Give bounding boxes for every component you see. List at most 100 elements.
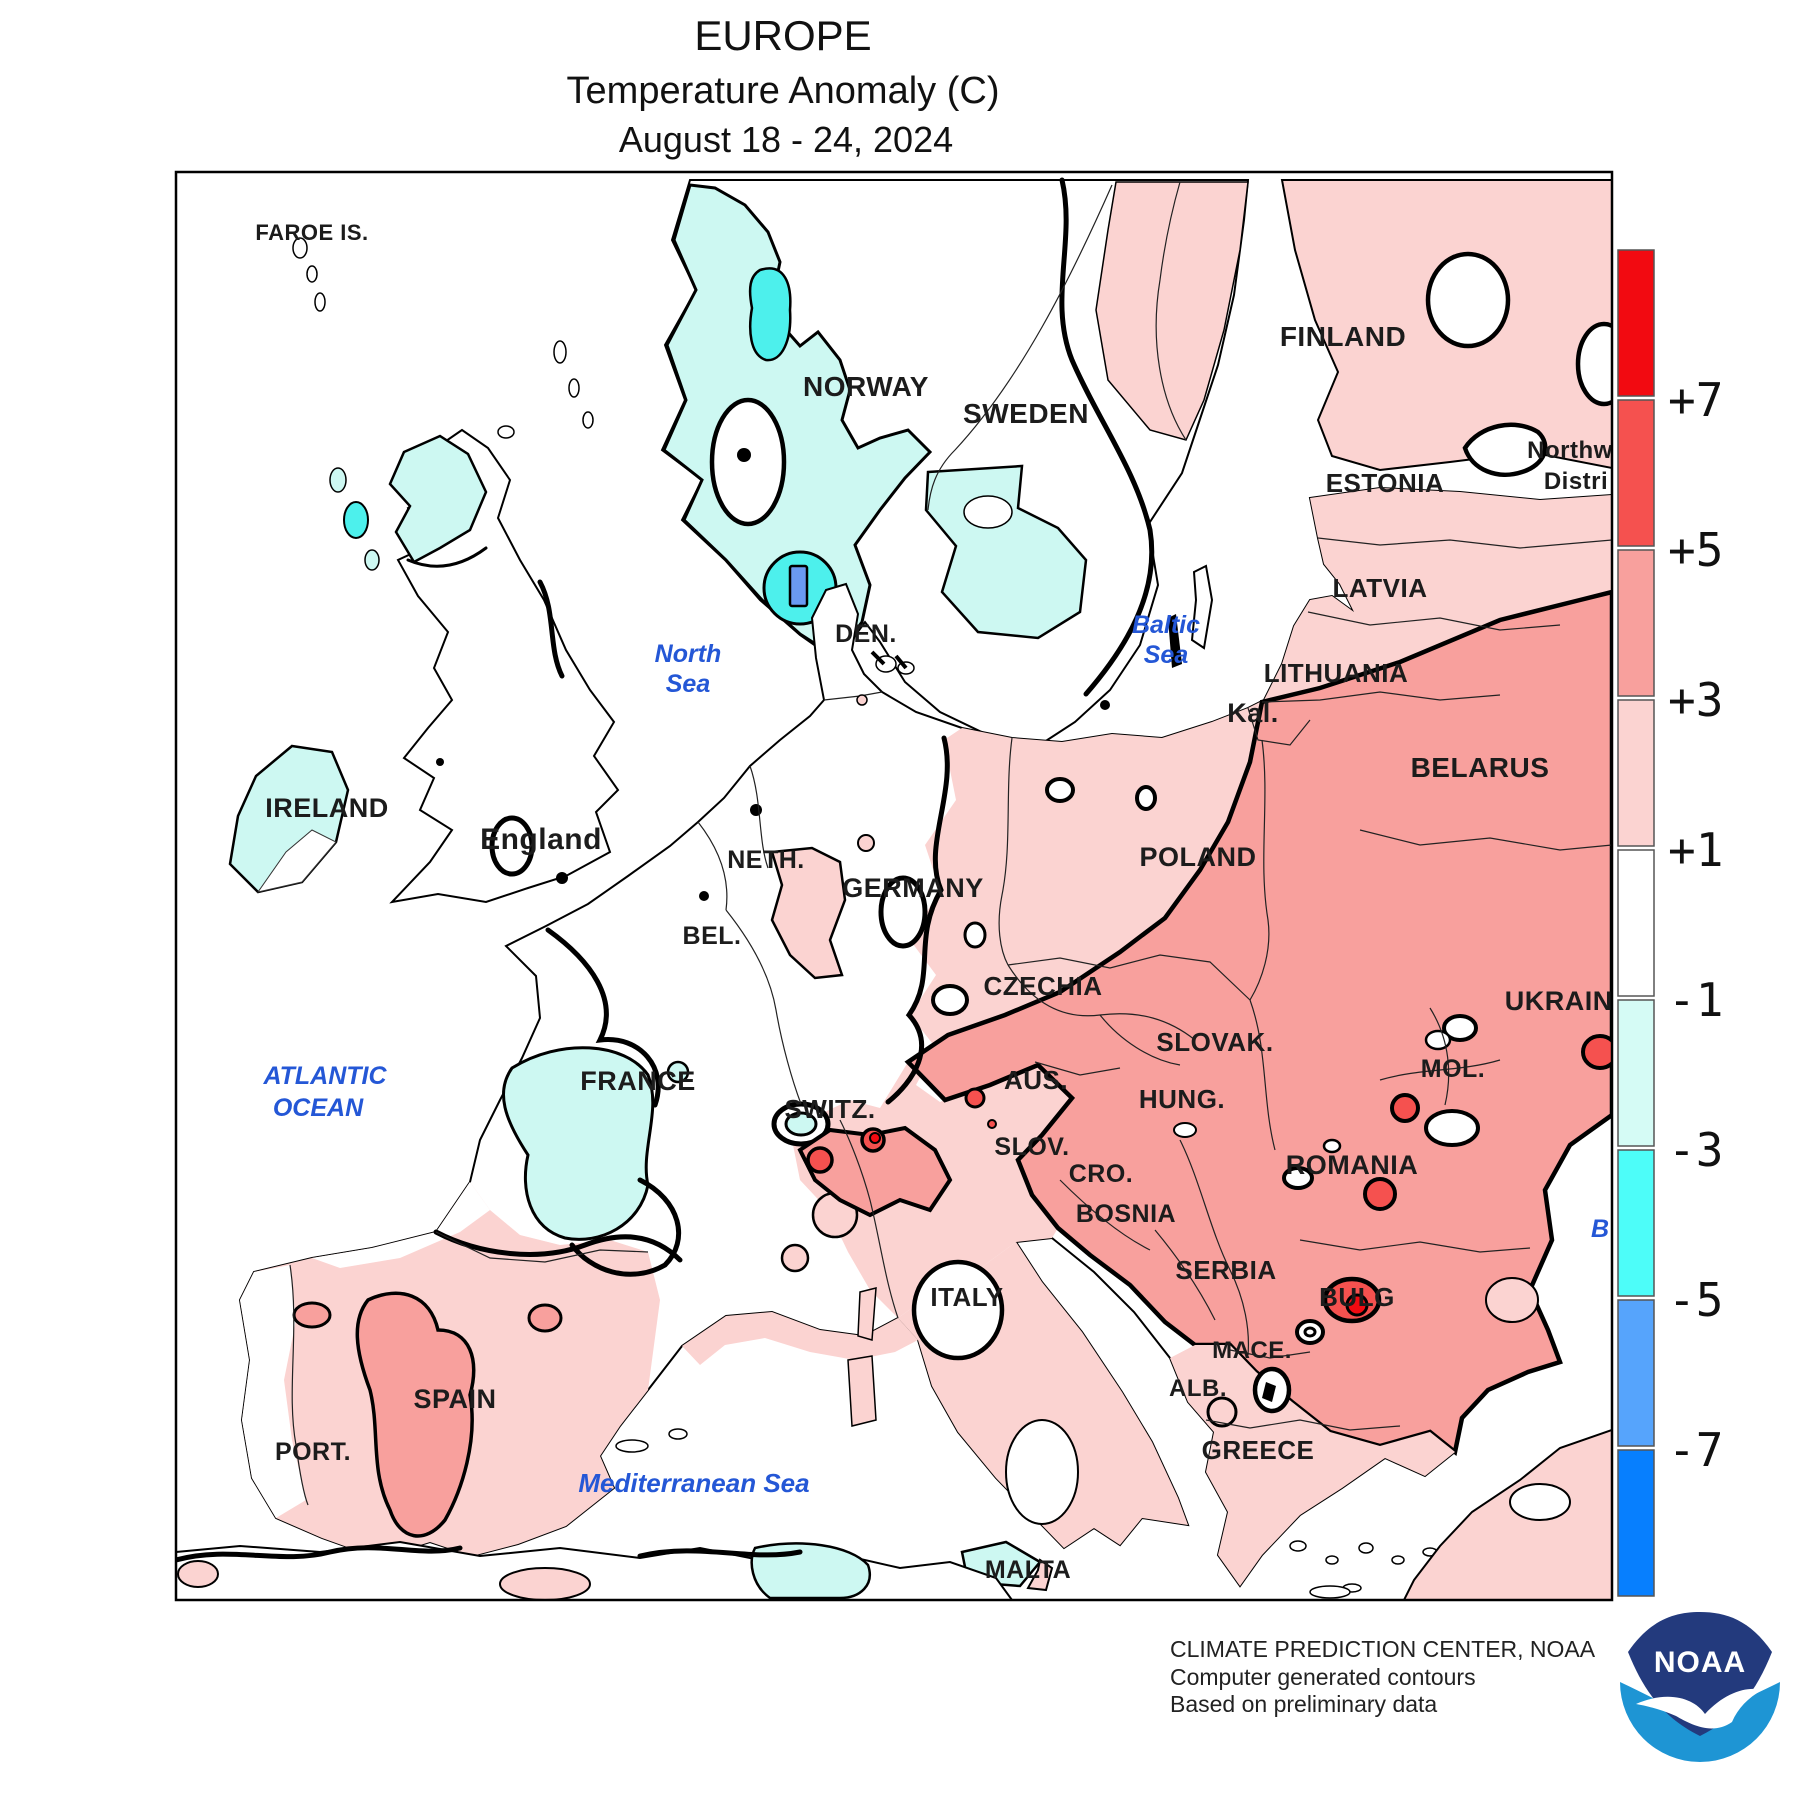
- island-menorca: [668, 1428, 688, 1440]
- legend-tick--5: -5: [1668, 1273, 1723, 1327]
- contour-ring-england: [489, 815, 535, 877]
- fill-alps-red-2: [806, 1146, 834, 1174]
- contour-sweden: [1059, 177, 1155, 697]
- contour-ring-germany: [878, 875, 928, 949]
- island-mallorca: [615, 1439, 649, 1453]
- map-canvas: FAROE IS. NORWAY SWEDEN FINLAND ESTONIA LATVI…: [176, 172, 1632, 1600]
- legend-swatch-6: [1617, 1149, 1655, 1297]
- title-block: EUROPE Temperature Anomaly (C) August 18…: [567, 12, 1000, 160]
- contour-nafrica-2: [637, 1548, 803, 1559]
- contour-dot-england: [556, 872, 568, 884]
- lake-vanern: [963, 495, 1013, 529]
- contour-hole-italy: [911, 1259, 1005, 1361]
- fill-alps-red-core: [869, 1132, 881, 1144]
- sea-label-atlantic: ATLANTIC: [262, 1062, 387, 1090]
- fill-scotland-cyan: [388, 434, 488, 564]
- island-corsica: [857, 1287, 877, 1341]
- label-faroe-is-: FAROE IS.: [255, 220, 368, 245]
- contour-nafrica-1: [176, 1545, 463, 1563]
- label-distri: Distri: [1544, 468, 1608, 495]
- sea-label-ocean: OCEAN: [273, 1094, 364, 1122]
- contour-hole-czech-1: [931, 984, 969, 1016]
- contour-nw-france: [545, 927, 661, 1108]
- legend-swatch-8: [1617, 1449, 1655, 1597]
- page-title: EUROPE: [694, 12, 871, 59]
- contour-ne-england: [537, 579, 565, 679]
- country-borders: [289, 181, 1612, 1506]
- legend-swatch-5: [1617, 999, 1655, 1147]
- islet-hebrides-1: [329, 467, 347, 493]
- contour-hole-norway: [709, 397, 787, 527]
- credit-line-3: Based on preliminary data: [1170, 1691, 1437, 1717]
- label-kal-: Kal.: [1227, 698, 1279, 728]
- contour-hole-finland: [1425, 251, 1511, 349]
- fill-ireland-se-white: [256, 829, 337, 893]
- contour-hole-russia-edge: [1575, 321, 1612, 407]
- contour-ring-bulgaria-inner: [1303, 1326, 1317, 1338]
- label-slovak-: SLOVAK.: [1156, 1027, 1273, 1057]
- contour-hole-moldova-1: [1442, 1014, 1478, 1042]
- contour-hole-czech-2: [963, 921, 987, 949]
- noaa-logo: NOAA: [1619, 1612, 1781, 1777]
- fill-romania-red-2: [1363, 1177, 1397, 1211]
- contour-dot-neth: [750, 804, 762, 816]
- island-oland: [1168, 614, 1182, 668]
- land-turkey: [1402, 1428, 1612, 1600]
- label-latvia: LATVIA: [1333, 573, 1428, 603]
- fill-spain-salmon-core: [355, 1291, 476, 1538]
- label-ukraine: UKRAINE: [1505, 986, 1632, 1016]
- noaa-logo-seagull-icon: [1636, 1688, 1762, 1729]
- fill-ukraine-red: [1581, 1034, 1612, 1070]
- contour-hole-romania-3: [1322, 1138, 1342, 1154]
- sea-label-mediterranean-sea: Mediterranean Sea: [578, 1468, 809, 1498]
- contour-dot-bel: [699, 891, 709, 901]
- fill-albania-pink-blob: [1206, 1396, 1238, 1428]
- label-czechia: CZECHIA: [983, 971, 1102, 1001]
- legend-tick-+3: +3: [1668, 673, 1723, 727]
- fill-south-italy-white: [1005, 1419, 1079, 1525]
- contour-hole-poland-2: [1135, 785, 1157, 811]
- label-lithuania: LITHUANIA: [1264, 658, 1409, 688]
- page-date-range: August 18 - 24, 2024: [619, 119, 953, 160]
- label-bulg: BULG: [1319, 1282, 1395, 1312]
- label-slov-: SLOV.: [994, 1133, 1069, 1161]
- fill-austria-red-dot: [987, 1119, 997, 1129]
- label-bel-: BEL.: [683, 922, 742, 950]
- fill-germany-pink-dot: [857, 834, 875, 852]
- label-romania: ROMANIA: [1286, 1150, 1419, 1180]
- label-ireland: IRELAND: [265, 793, 389, 823]
- legend-tick--7: -7: [1668, 1423, 1723, 1477]
- sea-label-baltic: Baltic: [1132, 611, 1200, 639]
- credit-line-1: CLIMATE PREDICTION CENTER, NOAA: [1170, 1636, 1596, 1662]
- label-northw: Northw: [1527, 437, 1613, 464]
- fill-sfrance-pink: [682, 1312, 918, 1365]
- legend-swatch-4: [1617, 849, 1655, 997]
- label-sweden: SWEDEN: [963, 398, 1089, 429]
- label-finland: FINLAND: [1280, 321, 1406, 352]
- fill-romania-red-1: [1390, 1093, 1420, 1123]
- legend-tick--3: -3: [1668, 1123, 1723, 1177]
- legend-tick-+5: +5: [1668, 523, 1723, 577]
- fill-east-pink: [908, 488, 1612, 1062]
- legend-tick-labels: +7 +5 +3 +1 -1 -3 -5 -7: [1668, 373, 1723, 1477]
- sea-labels-layer: NorthSeaBalticSeaATLANTICOCEANMediterran…: [262, 611, 1609, 1498]
- land-britain: [389, 428, 620, 904]
- label-greece: GREECE: [1202, 1435, 1315, 1465]
- label-belarus: BELARUS: [1411, 752, 1550, 783]
- fill-aragon-salmon: [527, 1303, 563, 1333]
- label-malta: MALTA: [985, 1556, 1071, 1584]
- fill-greece-pink: [1170, 1345, 1455, 1586]
- footer-credits: CLIMATE PREDICTION CENTER, NOAA Computer…: [1170, 1636, 1596, 1717]
- island-gotland: [1190, 564, 1214, 650]
- sea-label-north: North: [655, 640, 722, 668]
- fill-france-cyan-spot: [666, 1060, 690, 1084]
- contour-mark-kosovo: [1262, 1382, 1276, 1402]
- sea-label-sea: Sea: [666, 670, 711, 698]
- fill-nafrica-pink-west: [177, 1560, 219, 1588]
- islets-north: [292, 237, 594, 439]
- fill-turkey-white: [1509, 1483, 1571, 1521]
- aegean-islets: [1289, 1540, 1438, 1599]
- fill-oslo-blue-cell: [788, 564, 809, 608]
- legend-tick-+7: +7: [1668, 373, 1723, 427]
